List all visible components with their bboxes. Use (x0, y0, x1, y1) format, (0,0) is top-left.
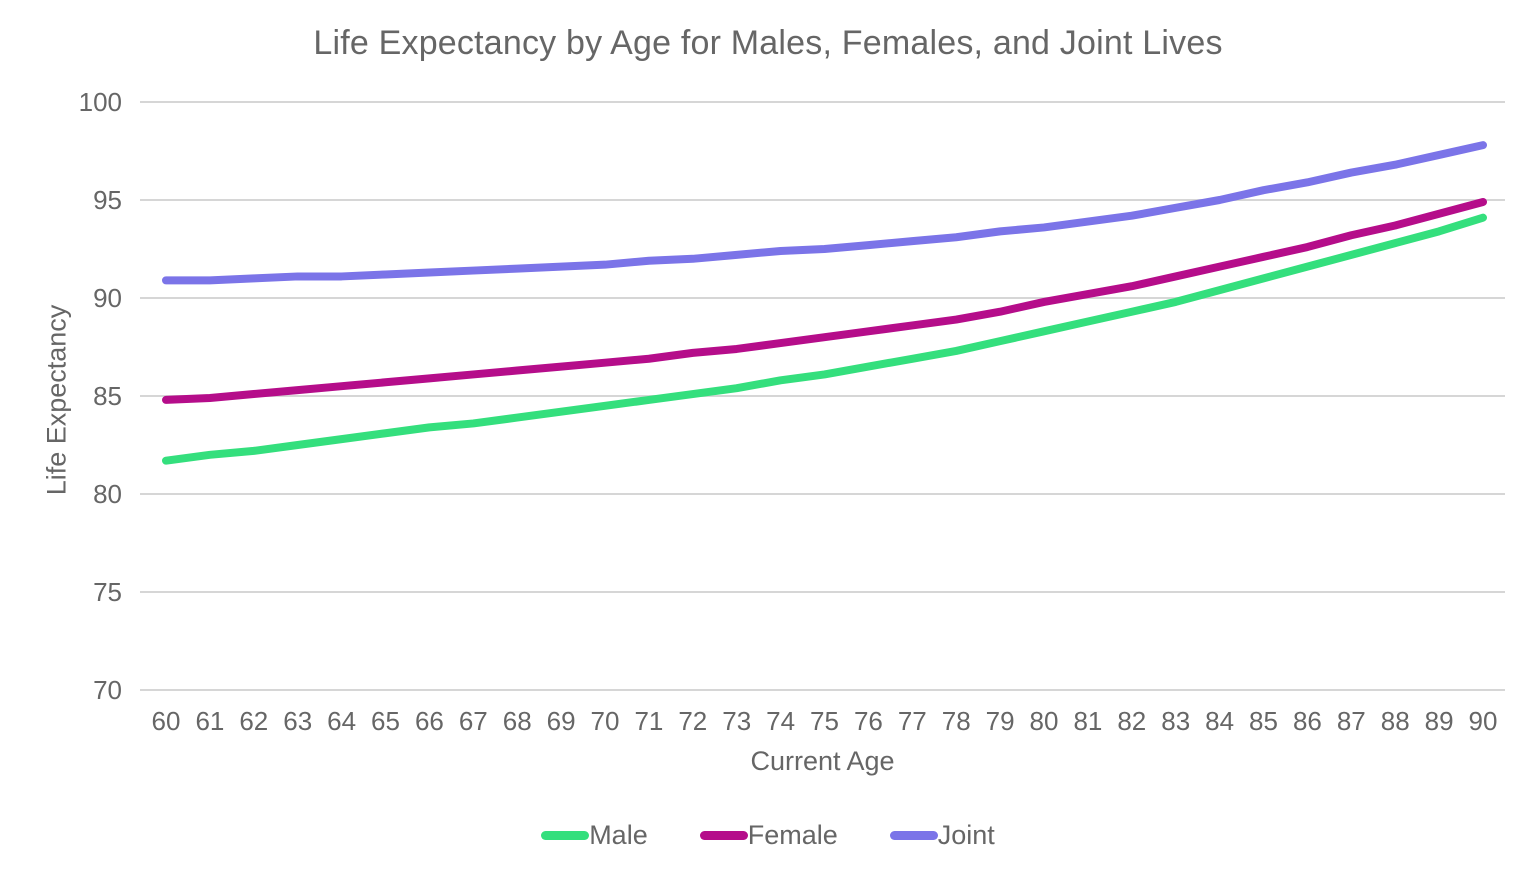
x-tick-label: 83 (1161, 706, 1190, 736)
y-tick-label: 85 (93, 381, 122, 411)
x-tick-label: 71 (634, 706, 663, 736)
legend-swatch-male (541, 831, 590, 840)
series-line-male (162, 213, 1487, 465)
x-tick-label: 90 (1469, 706, 1498, 736)
x-tick-label: 70 (591, 706, 620, 736)
x-tick-label: 78 (942, 706, 971, 736)
x-tick-label: 61 (195, 706, 224, 736)
legend: Male Female Joint (0, 820, 1536, 851)
x-tick-label: 64 (327, 706, 356, 736)
x-tick-label: 88 (1381, 706, 1410, 736)
x-tick-label: 68 (503, 706, 532, 736)
y-tick-label: 95 (93, 185, 122, 215)
x-tick-label: 60 (152, 706, 181, 736)
y-axis-title: Life Expectancy (41, 304, 72, 496)
y-tick-label: 70 (93, 675, 122, 705)
x-tick-label: 79 (986, 706, 1015, 736)
x-tick-label: 89 (1425, 706, 1454, 736)
x-tick-label: 63 (283, 706, 312, 736)
legend-label-male: Male (589, 820, 648, 850)
legend-item-joint: Joint (889, 820, 995, 851)
x-tick-label: 69 (547, 706, 576, 736)
x-tick-label: 81 (1073, 706, 1102, 736)
legend-swatch-joint (889, 831, 938, 840)
series-line-female (162, 197, 1487, 404)
x-tick-label: 80 (1030, 706, 1059, 736)
x-tick-label: 86 (1293, 706, 1322, 736)
legend-label-joint: Joint (937, 820, 995, 850)
x-tick-label: 77 (898, 706, 927, 736)
x-tick-label: 74 (766, 706, 795, 736)
legend-item-female: Female (699, 820, 838, 851)
chart-title: Life Expectancy by Age for Males, Female… (313, 24, 1223, 62)
x-tick-label: 87 (1337, 706, 1366, 736)
y-tick-label: 90 (93, 283, 122, 313)
x-tick-label: 82 (1117, 706, 1146, 736)
x-tick-label: 65 (371, 706, 400, 736)
y-tick-label: 100 (79, 87, 122, 117)
x-tick-label: 72 (678, 706, 707, 736)
legend-label-female: Female (747, 820, 838, 850)
y-tick-label: 75 (93, 577, 122, 607)
series-line-joint (162, 141, 1487, 285)
x-tick-label: 62 (239, 706, 268, 736)
x-tick-label: 76 (854, 706, 883, 736)
y-tick-label: 80 (93, 479, 122, 509)
x-tick-label: 73 (722, 706, 751, 736)
x-tick-label: 85 (1249, 706, 1278, 736)
x-tick-label: 84 (1205, 706, 1234, 736)
x-tick-label: 66 (415, 706, 444, 736)
x-tick-label: 67 (459, 706, 488, 736)
x-tick-label: 75 (810, 706, 839, 736)
legend-item-male: Male (541, 820, 648, 851)
x-axis-title: Current Age (750, 746, 895, 776)
legend-swatch-female (699, 831, 748, 840)
